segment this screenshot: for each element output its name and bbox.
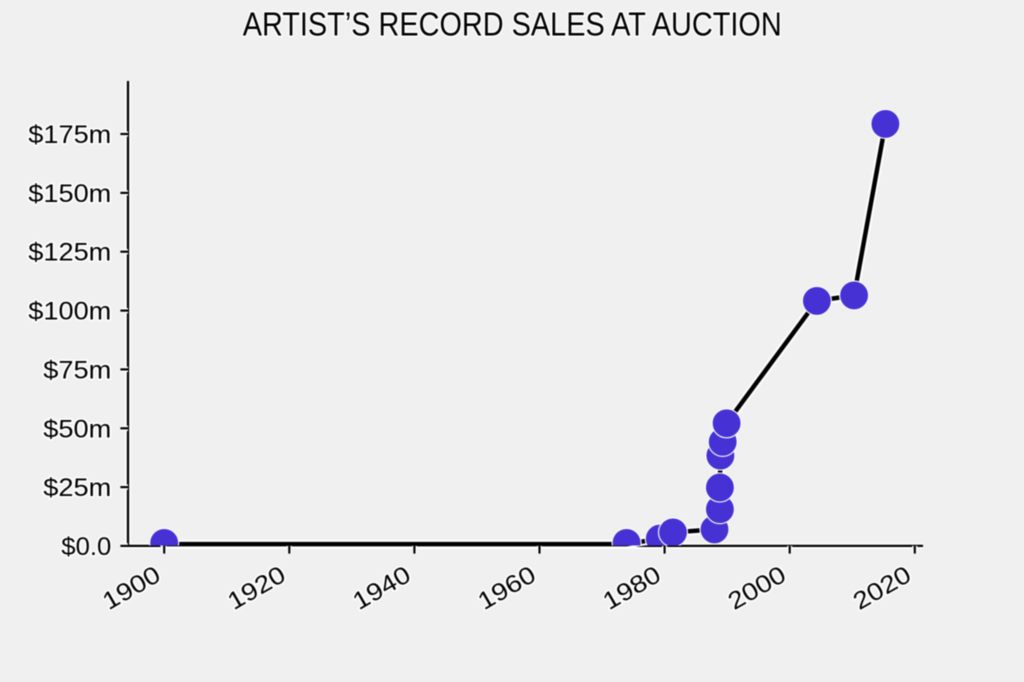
svg-text:ARTIST’S RECORD SALES AT AUCTI: ARTIST’S RECORD SALES AT AUCTION [243,6,782,43]
svg-text:$100m: $100m [28,298,111,326]
svg-text:$150m: $150m [28,180,111,208]
svg-text:$175m: $175m [28,121,111,149]
svg-text:$25m: $25m [43,474,111,502]
svg-text:$0.0: $0.0 [61,533,111,561]
svg-text:$75m: $75m [43,356,111,384]
svg-text:$50m: $50m [43,415,111,443]
svg-text:$125m: $125m [28,239,111,267]
